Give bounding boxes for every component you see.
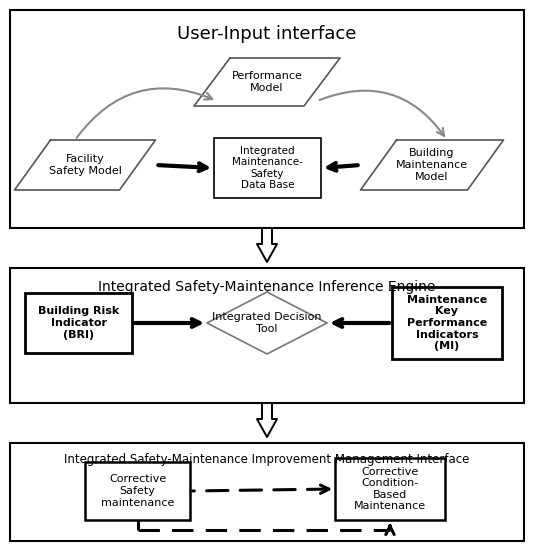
Bar: [85, 462, 190, 520]
Polygon shape: [360, 140, 504, 190]
Bar: [10, 268, 524, 403]
Text: Maintenance
Key
Performance
Indicators
(MI): Maintenance Key Performance Indicators (…: [407, 295, 487, 351]
Text: Building Risk
Indicator
(BRI): Building Risk Indicator (BRI): [38, 306, 119, 339]
Bar: [10, 443, 524, 541]
Bar: [392, 287, 502, 359]
Bar: [10, 10, 524, 228]
Text: Performance
Model: Performance Model: [232, 71, 302, 93]
Text: Integrated Safety-Maintenance Inference Engine: Integrated Safety-Maintenance Inference …: [98, 280, 436, 294]
Polygon shape: [194, 58, 340, 106]
Polygon shape: [257, 403, 277, 437]
Text: Integrated Decision
Tool: Integrated Decision Tool: [212, 312, 322, 334]
Polygon shape: [207, 292, 327, 354]
Text: Integrated Safety-Maintenance Improvement Management Interface: Integrated Safety-Maintenance Improvemen…: [64, 453, 470, 466]
Polygon shape: [257, 228, 277, 262]
Text: Facility
Safety Model: Facility Safety Model: [49, 154, 121, 176]
Bar: [214, 138, 321, 198]
Text: Building
Maintenance
Model: Building Maintenance Model: [396, 148, 468, 182]
Text: User-Input interface: User-Input interface: [177, 25, 357, 43]
Text: Corrective
Condition-
Based
Maintenance: Corrective Condition- Based Maintenance: [354, 466, 426, 512]
Bar: [25, 293, 132, 353]
Text: Integrated
Maintenance-
Safety
Data Base: Integrated Maintenance- Safety Data Base: [232, 146, 303, 190]
Bar: [335, 458, 445, 520]
Text: Corrective
Safety
maintenance: Corrective Safety maintenance: [101, 475, 174, 508]
Polygon shape: [14, 140, 155, 190]
